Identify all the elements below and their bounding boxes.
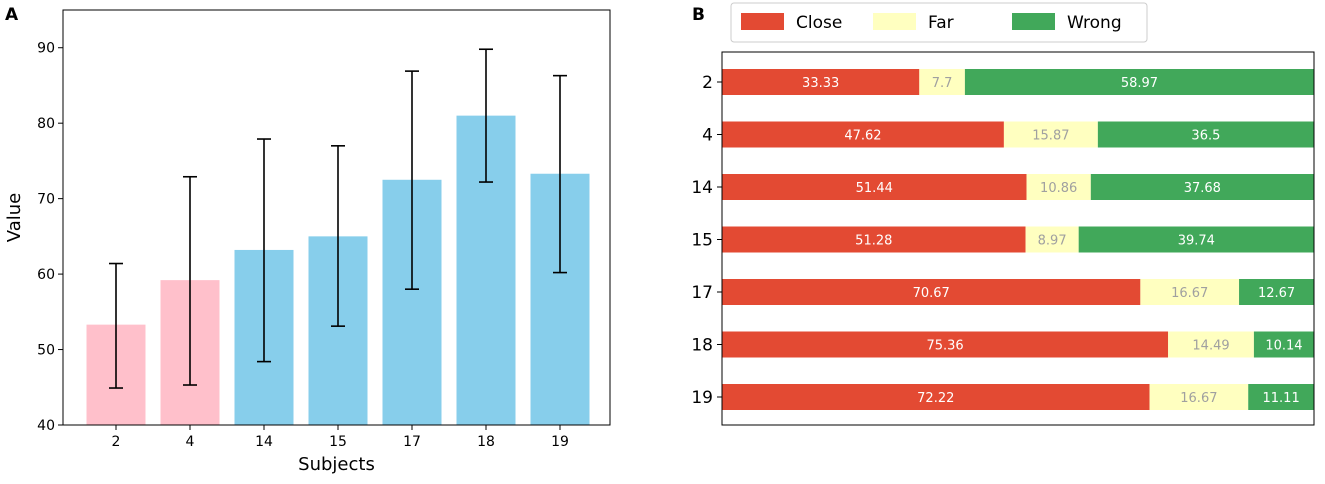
segment-value-label: 70.67	[913, 286, 950, 301]
row-subject-17: 70.67 16.67 12.67	[722, 279, 1315, 305]
segment-close	[722, 384, 1150, 410]
segment-wrong	[1097, 121, 1314, 148]
segment-close	[722, 174, 1027, 200]
row-subject-2: 33.33 7.7 58.97	[722, 69, 1314, 95]
x-tick-label: 18	[477, 434, 495, 450]
x-tick-label: 14	[255, 434, 273, 450]
segment-value-label: 16.67	[1180, 391, 1217, 406]
x-tick-label: 17	[403, 434, 421, 450]
y-tick-label: 50	[37, 343, 55, 359]
legend-swatch	[1012, 13, 1055, 30]
segment-far	[1149, 384, 1249, 410]
segment-value-label: 36.5	[1191, 129, 1220, 144]
segment-far	[1026, 174, 1091, 200]
segment-value-label: 16.67	[1171, 286, 1208, 301]
segment-value-label: 51.28	[855, 234, 892, 249]
segment-value-label: 72.22	[917, 391, 954, 406]
x-tick-label: 19	[551, 434, 569, 450]
segment-wrong	[1090, 174, 1314, 200]
row-subject-19: 72.22 16.67 11.11	[722, 384, 1314, 410]
y-tick-label: 2	[702, 73, 713, 93]
legend-item-wrong: Wrong	[1012, 13, 1122, 33]
y-tick-label: 80	[37, 116, 55, 132]
y-tick-label: 19	[691, 388, 713, 408]
error-bar-subject-15	[331, 145, 345, 327]
segment-value-label: 15.87	[1032, 129, 1069, 144]
segment-close	[722, 331, 1169, 358]
segment-wrong	[964, 69, 1314, 95]
panel-a: A 40 50 60 70 80 90 2 4 14 15 17 18 19 Subjects Value	[4, 5, 611, 475]
error-bar-subject-17	[405, 70, 419, 290]
error-bar-subject-19	[553, 74, 567, 274]
row-subject-14: 51.44 10.86 37.68	[722, 174, 1314, 200]
legend-swatch	[741, 13, 784, 30]
segment-value-label: 8.97	[1038, 234, 1067, 249]
legend-frame	[730, 2, 1148, 43]
segment-value-label: 7.7	[932, 76, 953, 91]
row-subject-18: 75.36 14.49 10.14	[722, 331, 1314, 358]
segment-far	[1168, 331, 1254, 358]
y-tick-label: 15	[691, 231, 713, 251]
segment-value-label: 12.67	[1258, 286, 1295, 301]
y-tick-label: 18	[691, 336, 713, 356]
x-tick-label: 15	[329, 434, 347, 450]
segment-value-label: 11.11	[1263, 391, 1300, 406]
legend-label: Wrong	[1067, 13, 1122, 33]
legend-label: Far	[928, 13, 954, 33]
segment-close	[722, 279, 1141, 305]
plot-frame-a	[62, 9, 611, 426]
segment-close	[722, 69, 920, 95]
y-tick-label: 70	[37, 192, 55, 208]
segment-far	[1003, 121, 1098, 148]
x-tick-label: 2	[112, 434, 121, 450]
segment-wrong	[1248, 384, 1314, 410]
y-tick-label: 4	[702, 126, 713, 146]
plot-frame-b	[721, 51, 1315, 426]
row-subject-15: 51.28 8.97 39.74	[722, 226, 1314, 253]
x-axis-title: Subjects	[298, 454, 375, 475]
segment-wrong	[1253, 331, 1314, 358]
error-bar-subject-4	[183, 175, 197, 386]
x-tick-label: 4	[186, 434, 195, 450]
y-tick-label: 60	[37, 267, 55, 283]
y-tick-label: 90	[37, 41, 55, 57]
legend-label: Close	[796, 13, 842, 33]
panel-a-label: A	[5, 5, 19, 25]
panel-b: B Close Far Wrong 33.33 7.7 58.97 2 47.62 15.87 36…	[691, 2, 1315, 426]
legend-swatch	[873, 13, 916, 30]
segment-value-label: 75.36	[926, 339, 963, 354]
legend-item-far: Far	[873, 13, 954, 33]
y-tick-label: 40	[37, 418, 55, 434]
panel-b-label: B	[692, 5, 705, 25]
segment-value-label: 10.86	[1040, 181, 1077, 196]
legend-item-close: Close	[741, 13, 842, 33]
segment-value-label: 10.14	[1265, 339, 1302, 354]
segment-close	[722, 226, 1026, 253]
segment-value-label: 39.74	[1178, 234, 1215, 249]
segment-value-label: 33.33	[802, 76, 839, 91]
segment-value-label: 51.44	[856, 181, 893, 196]
segment-wrong	[1239, 279, 1315, 305]
segment-value-label: 58.97	[1121, 76, 1158, 91]
segment-value-label: 47.62	[844, 129, 881, 144]
y-tick-label: 17	[691, 283, 713, 303]
segment-wrong	[1078, 226, 1314, 253]
segment-close	[722, 121, 1004, 148]
segment-value-label: 37.68	[1184, 181, 1221, 196]
row-subject-4: 47.62 15.87 36.5	[722, 121, 1314, 148]
segment-far	[1140, 279, 1240, 305]
error-bar-subject-14	[257, 138, 271, 363]
segment-value-label: 14.49	[1192, 339, 1229, 354]
error-bar-subject-18	[479, 48, 493, 183]
segment-far	[1025, 226, 1079, 253]
segment-far	[919, 69, 965, 95]
y-tick-label: 14	[691, 178, 713, 198]
y-axis-title: Value	[4, 193, 25, 242]
error-bar-subject-2	[109, 262, 123, 389]
legend: Close Far Wrong	[730, 2, 1148, 43]
